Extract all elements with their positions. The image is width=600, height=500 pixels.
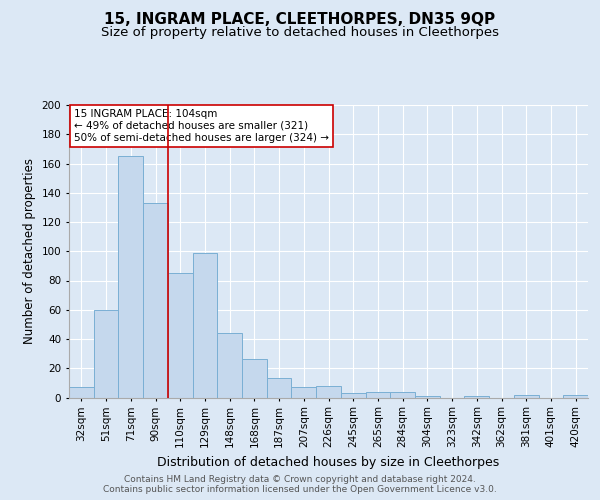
Bar bbox=[217, 333, 242, 398]
X-axis label: Distribution of detached houses by size in Cleethorpes: Distribution of detached houses by size … bbox=[157, 456, 500, 468]
Bar bbox=[69, 388, 94, 398]
Bar bbox=[390, 392, 415, 398]
Bar bbox=[193, 252, 217, 398]
Bar bbox=[365, 392, 390, 398]
Bar bbox=[168, 273, 193, 398]
Bar bbox=[118, 156, 143, 398]
Text: 15, INGRAM PLACE, CLEETHORPES, DN35 9QP: 15, INGRAM PLACE, CLEETHORPES, DN35 9QP bbox=[104, 12, 496, 28]
Bar bbox=[514, 394, 539, 398]
Bar bbox=[464, 396, 489, 398]
Bar bbox=[563, 394, 588, 398]
Bar bbox=[292, 388, 316, 398]
Text: Contains HM Land Registry data © Crown copyright and database right 2024.
Contai: Contains HM Land Registry data © Crown c… bbox=[103, 474, 497, 494]
Text: 15 INGRAM PLACE: 104sqm
← 49% of detached houses are smaller (321)
50% of semi-d: 15 INGRAM PLACE: 104sqm ← 49% of detache… bbox=[74, 110, 329, 142]
Bar bbox=[94, 310, 118, 398]
Bar bbox=[143, 203, 168, 398]
Bar bbox=[341, 393, 365, 398]
Bar bbox=[316, 386, 341, 398]
Text: Size of property relative to detached houses in Cleethorpes: Size of property relative to detached ho… bbox=[101, 26, 499, 39]
Bar bbox=[242, 360, 267, 398]
Bar bbox=[415, 396, 440, 398]
Y-axis label: Number of detached properties: Number of detached properties bbox=[23, 158, 36, 344]
Bar bbox=[267, 378, 292, 398]
